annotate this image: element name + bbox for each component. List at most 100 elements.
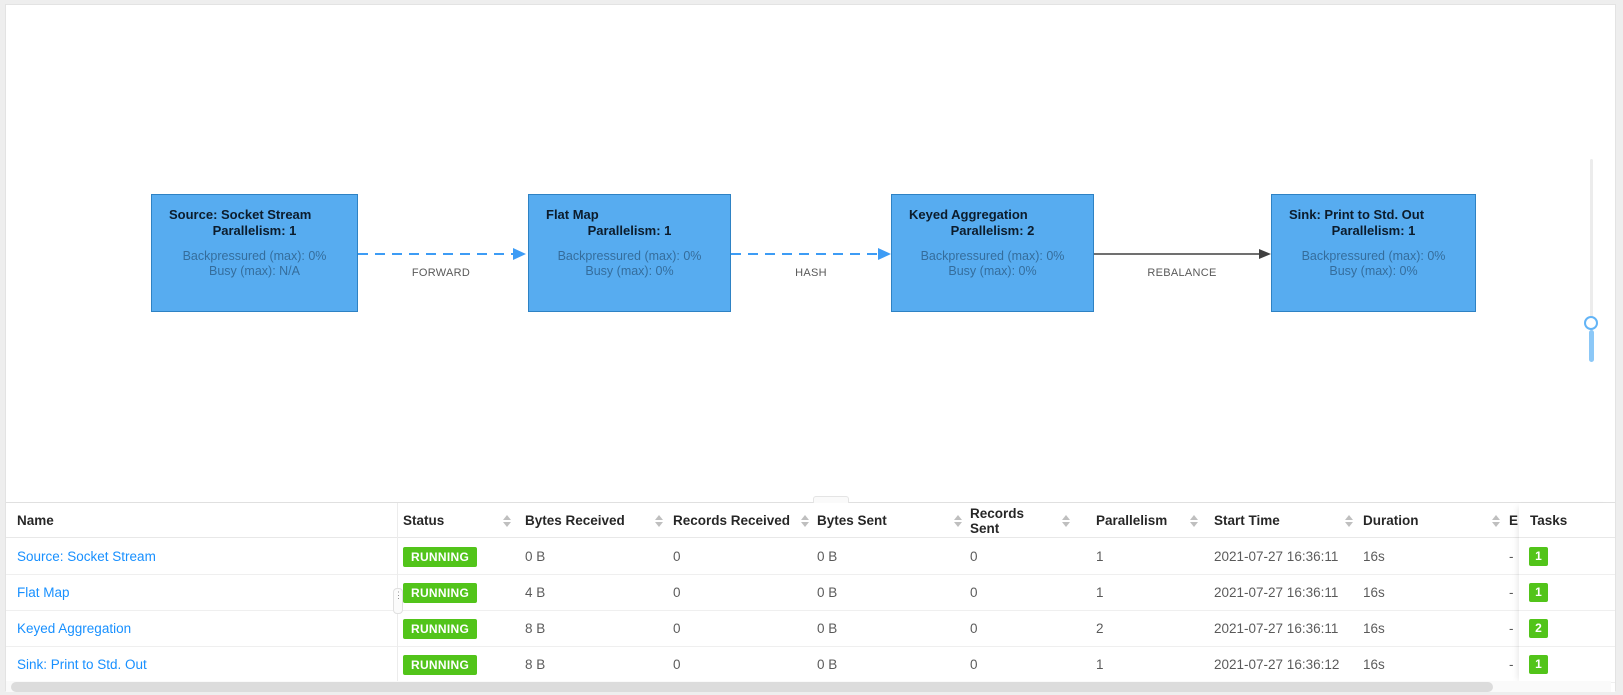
start-time-value: 2021-07-27 16:36:11 xyxy=(1214,585,1339,600)
column-header-status[interactable]: Status xyxy=(403,503,511,538)
job-graph-canvas[interactable]: Source: Socket Stream Parallelism: 1 Bac… xyxy=(6,5,1615,502)
graph-node-source-socket-stream[interactable]: Source: Socket Stream Parallelism: 1 Bac… xyxy=(151,194,358,312)
tasks-cell: 2 xyxy=(1519,611,1615,647)
table-header-row: Name Status Bytes Received Records Recei… xyxy=(6,503,1615,538)
tasks-count-badge: 1 xyxy=(1529,547,1548,566)
start-time-value: 2021-07-27 16:36:12 xyxy=(1214,657,1340,672)
sort-carets-icon[interactable] xyxy=(1062,514,1070,527)
column-header-bytes-sent[interactable]: Bytes Sent xyxy=(817,503,962,538)
bytes-sent-value: 0 B xyxy=(817,585,838,600)
column-header-duration[interactable]: Duration xyxy=(1363,503,1500,538)
node-title: Sink: Print to Std. Out xyxy=(1289,207,1425,222)
edge-label-rebalance: REBALANCE xyxy=(1147,267,1217,279)
node-backpressured: Backpressured (max): 0% xyxy=(182,249,327,263)
column-header-label: Start Time xyxy=(1214,513,1280,528)
sort-carets-icon[interactable] xyxy=(954,514,962,527)
start-time-value: 2021-07-27 16:36:11 xyxy=(1214,621,1339,636)
sort-carets-icon[interactable] xyxy=(1492,514,1500,527)
records-received-value: 0 xyxy=(673,585,681,600)
table-row-flat-map: Flat Map RUNNING 4 B 0 0 B 0 1 2021-07-2… xyxy=(6,575,1519,611)
node-title: Source: Socket Stream xyxy=(169,207,312,222)
zoom-slider-handle[interactable] xyxy=(1584,316,1598,330)
node-backpressured: Backpressured (max): 0% xyxy=(557,249,702,263)
records-sent-value: 0 xyxy=(970,549,978,564)
edge-rebalance-arrowhead xyxy=(1259,249,1271,259)
edge-lines xyxy=(358,248,1271,260)
graph-node-keyed-aggregation[interactable]: Keyed Aggregation Parallelism: 2 Backpre… xyxy=(891,194,1094,312)
column-header-parallelism[interactable]: Parallelism xyxy=(1096,503,1198,538)
bytes-received-value: 0 B xyxy=(525,549,546,564)
column-header-label: Duration xyxy=(1363,513,1419,528)
node-busy: Busy (max): 0% xyxy=(585,264,674,278)
vertex-link[interactable]: Source: Socket Stream xyxy=(17,549,156,564)
graph-node-flat-map[interactable]: Flat Map Parallelism: 1 Backpressured (m… xyxy=(528,194,731,312)
column-header-records-sent[interactable]: Records Sent xyxy=(970,503,1070,538)
bytes-received-value: 4 B xyxy=(525,585,546,600)
vertical-dots-icon: ⋮ xyxy=(394,590,403,600)
column-header-records-received[interactable]: Records Received xyxy=(673,503,809,538)
records-sent-value: 0 xyxy=(970,621,978,636)
tasks-count-badge: 1 xyxy=(1529,655,1548,674)
column-header-label: Records Received xyxy=(673,513,791,528)
bytes-sent-value: 0 B xyxy=(817,621,838,636)
sort-carets-icon[interactable] xyxy=(801,514,809,527)
edge-label-forward: FORWARD xyxy=(411,267,471,279)
graph-node-sink-print[interactable]: Sink: Print to Std. Out Parallelism: 1 B… xyxy=(1271,194,1476,312)
column-header-name: Name xyxy=(17,513,54,528)
divider-dots-icon: ... xyxy=(825,497,837,507)
column-header-bytes-received[interactable]: Bytes Received xyxy=(525,503,663,538)
node-title: Keyed Aggregation xyxy=(909,207,1028,222)
table-row-sink-print: Sink: Print to Std. Out RUNNING 8 B 0 0 … xyxy=(6,647,1519,683)
node-parallelism: Parallelism: 1 xyxy=(212,223,297,238)
duration-value: 16s xyxy=(1363,657,1385,672)
end-time-value: - xyxy=(1509,621,1514,636)
zoom-slider-fill xyxy=(1589,330,1594,362)
status-badge: RUNNING xyxy=(403,546,478,567)
node-backpressured: Backpressured (max): 0% xyxy=(920,249,1065,263)
column-header-label: Status xyxy=(403,513,445,528)
start-time-value: 2021-07-27 16:36:11 xyxy=(1214,549,1339,564)
horizontal-scrollbar-track[interactable] xyxy=(6,681,1611,692)
fixed-tasks-column: Tasks 1 1 2 1 xyxy=(1519,503,1615,684)
edge-forward-arrowhead xyxy=(513,248,526,260)
node-parallelism: Parallelism: 1 xyxy=(587,223,672,238)
end-time-value: - xyxy=(1509,549,1514,564)
zoom-slider-track[interactable] xyxy=(1590,159,1593,362)
job-overview-panel: Source: Socket Stream Parallelism: 1 Bac… xyxy=(5,4,1616,692)
sort-carets-icon[interactable] xyxy=(503,514,511,527)
vertex-table: Name Status Bytes Received Records Recei… xyxy=(6,503,1615,692)
column-header-tasks: Tasks xyxy=(1519,503,1615,538)
tasks-count-badge: 1 xyxy=(1529,583,1548,602)
parallelism-value: 2 xyxy=(1096,621,1104,636)
bytes-sent-value: 0 B xyxy=(817,657,838,672)
end-time-value: - xyxy=(1509,585,1514,600)
horizontal-scrollbar-thumb[interactable] xyxy=(11,681,1493,692)
column-resize-handle[interactable]: ⋮ xyxy=(393,588,403,614)
node-title: Flat Map xyxy=(546,207,599,222)
status-badge: RUNNING xyxy=(403,618,478,639)
vertex-link[interactable]: Keyed Aggregation xyxy=(17,621,132,636)
sort-carets-icon[interactable] xyxy=(655,514,663,527)
bytes-received-value: 8 B xyxy=(525,657,546,672)
status-badge: RUNNING xyxy=(403,654,478,675)
vertex-link[interactable]: Sink: Print to Std. Out xyxy=(17,657,147,672)
sort-carets-icon[interactable] xyxy=(1345,514,1353,527)
tasks-count-badge: 2 xyxy=(1529,619,1548,638)
vertex-link[interactable]: Flat Map xyxy=(17,585,70,600)
records-received-value: 0 xyxy=(673,621,681,636)
duration-value: 16s xyxy=(1363,585,1385,600)
sort-carets-icon[interactable] xyxy=(1190,514,1198,527)
column-header-label: Parallelism xyxy=(1096,513,1168,528)
column-header-start-time[interactable]: Start Time xyxy=(1214,503,1353,538)
end-time-value: - xyxy=(1509,657,1514,672)
edge-hash-arrowhead xyxy=(878,248,891,260)
split-divider-line xyxy=(6,502,1615,503)
status-badge: RUNNING xyxy=(403,582,478,603)
node-busy: Busy (max): 0% xyxy=(1329,264,1418,278)
parallelism-value: 1 xyxy=(1096,549,1104,564)
column-header-label: Bytes Received xyxy=(525,513,625,528)
tasks-cell: 1 xyxy=(1519,539,1615,575)
parallelism-value: 1 xyxy=(1096,585,1104,600)
records-sent-value: 0 xyxy=(970,585,978,600)
records-received-value: 0 xyxy=(673,657,681,672)
